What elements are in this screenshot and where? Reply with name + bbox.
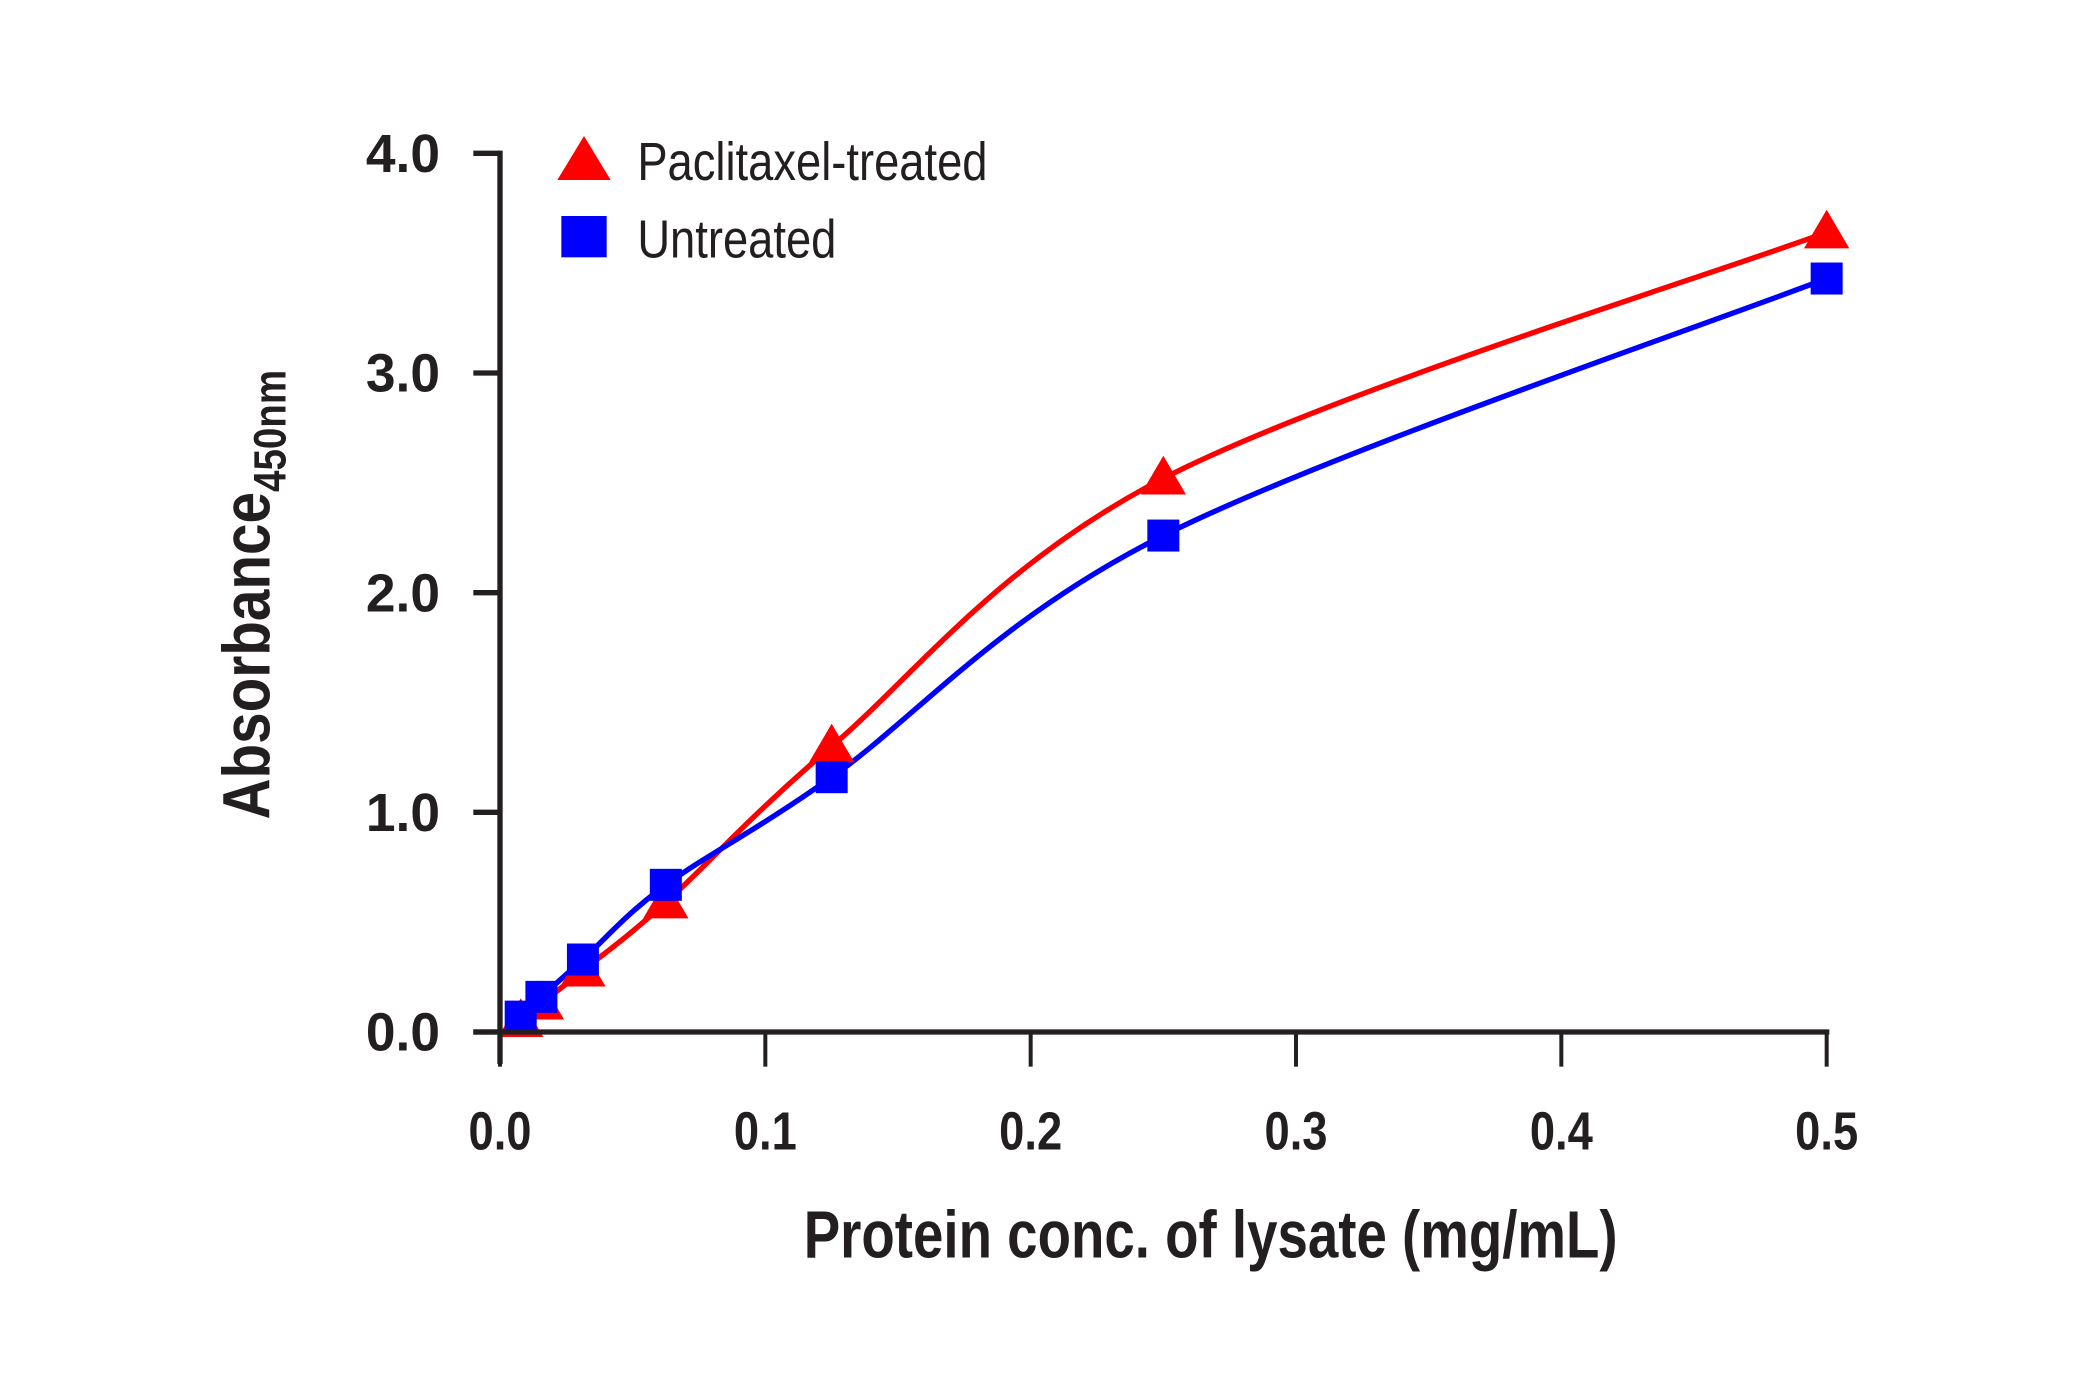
y-ticks: 0.0 1.0 2.0 3.0 4.0 (366, 125, 500, 1063)
data-point-paclitaxel (1140, 455, 1186, 495)
legend: Paclitaxel-treated Untreated (557, 133, 988, 269)
data-point-paclitaxel (809, 723, 855, 763)
y-tick-label: 0.0 (366, 1004, 440, 1063)
legend-triangle-icon (557, 136, 611, 180)
data-point-untreated (649, 868, 682, 901)
x-tick-label: 0.1 (734, 1102, 797, 1161)
fit-curves (518, 229, 1828, 1024)
data-point-paclitaxel (1804, 209, 1850, 249)
y-tick-label: 4.0 (366, 125, 440, 184)
data-point-untreated (1810, 262, 1843, 295)
x-tick-label: 0.5 (1795, 1102, 1858, 1161)
legend-label-untreated: Untreated (637, 210, 836, 269)
data-point-untreated (566, 943, 599, 976)
legend-label-paclitaxel: Paclitaxel-treated (637, 133, 987, 192)
curve-untreated (518, 276, 1828, 1019)
data-markers (498, 209, 1850, 1038)
x-tick-label: 0.0 (468, 1102, 531, 1161)
y-axis-title: Absorbance450nm (210, 370, 295, 820)
x-ticks: 0.0 0.1 0.2 0.3 0.4 0.5 (468, 1032, 1858, 1161)
y-axis-title-group: Absorbance450nm (210, 370, 295, 820)
y-tick-label: 3.0 (366, 345, 440, 404)
x-axis-title: Protein conc. of lysate (mg/mL) (804, 1197, 1618, 1271)
y-axis-title-main: Absorbance (210, 492, 284, 819)
x-tick-label: 0.3 (1264, 1102, 1327, 1161)
legend-square-icon (561, 216, 607, 258)
data-point-untreated (815, 761, 848, 794)
y-tick-label: 2.0 (366, 564, 440, 623)
x-tick-label: 0.2 (999, 1102, 1062, 1161)
data-point-untreated (1147, 519, 1180, 552)
y-tick-label: 1.0 (366, 784, 440, 843)
x-tick-label: 0.4 (1530, 1102, 1593, 1161)
y-axis-title-subscript: 450nm (244, 370, 295, 492)
data-point-untreated (525, 980, 558, 1013)
